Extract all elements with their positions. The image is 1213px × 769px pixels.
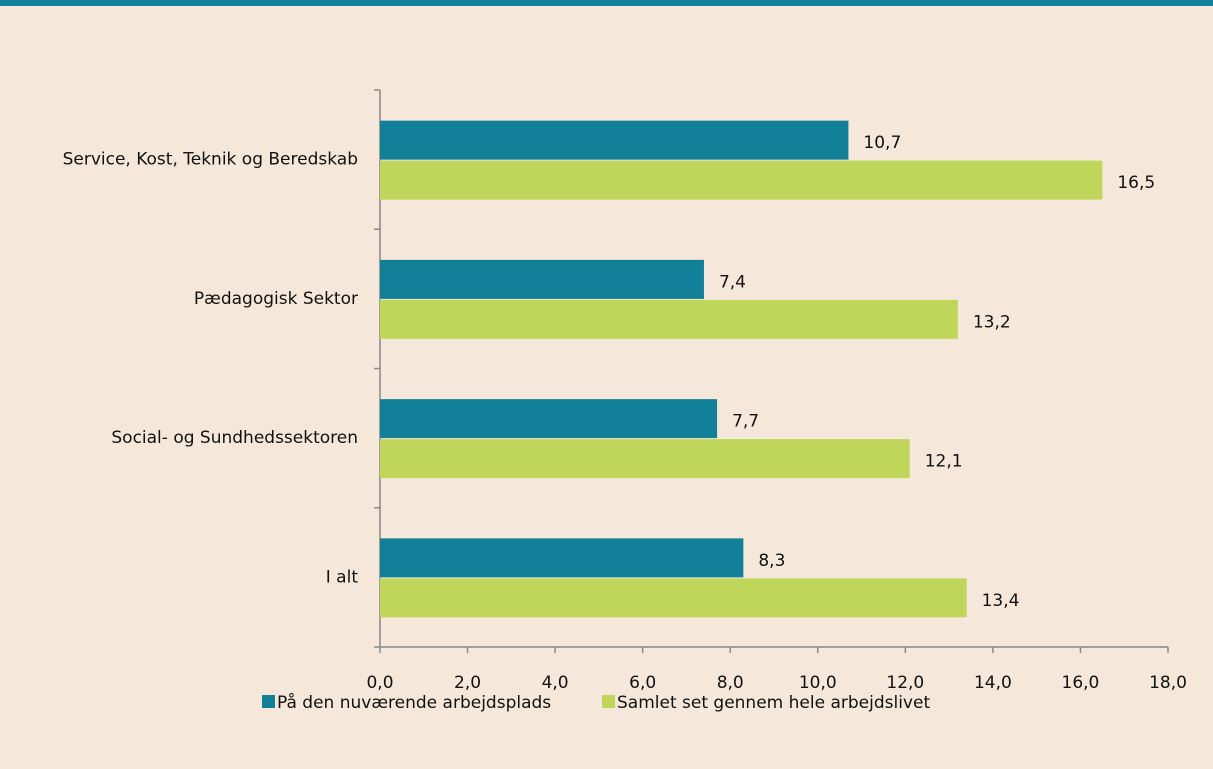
legend-label: Samlet set gennem hele arbejdslivet <box>617 693 930 713</box>
bar <box>380 578 967 618</box>
data-label: 13,2 <box>973 312 1011 332</box>
bar <box>380 399 718 439</box>
bar <box>380 538 744 578</box>
y-tick-label: I alt <box>326 567 359 587</box>
data-label: 10,7 <box>863 133 901 153</box>
x-tick-label: 12,0 <box>886 673 924 693</box>
x-tick-label: 18,0 <box>1149 673 1187 693</box>
y-tick-label: Pædagogisk Sektor <box>194 289 358 309</box>
bar <box>380 259 704 299</box>
x-tick-label: 16,0 <box>1062 673 1100 693</box>
bar <box>380 120 849 160</box>
x-tick-label: 0,0 <box>366 673 393 693</box>
data-label: 13,4 <box>982 591 1020 611</box>
legend-label: På den nuværende arbejdsplads <box>277 692 551 713</box>
data-label: 7,4 <box>719 272 746 292</box>
y-tick-label: Social- og Sundhedssektoren <box>111 428 358 448</box>
bar <box>380 439 910 479</box>
data-label: 8,3 <box>758 551 785 571</box>
x-tick-label: 10,0 <box>799 673 837 693</box>
legend-swatch <box>262 695 275 708</box>
y-tick-label: Service, Kost, Teknik og Beredskab <box>63 150 358 170</box>
data-label: 12,1 <box>925 452 963 472</box>
x-tick-label: 6,0 <box>629 673 656 693</box>
data-label: 7,7 <box>732 412 759 432</box>
x-tick-label: 8,0 <box>717 673 744 693</box>
top-band <box>0 0 1213 6</box>
x-tick-label: 4,0 <box>542 673 569 693</box>
bar <box>380 160 1103 200</box>
data-label: 16,5 <box>1117 173 1155 193</box>
x-tick-label: 2,0 <box>454 673 481 693</box>
bar <box>380 299 958 339</box>
x-tick-label: 14,0 <box>974 673 1012 693</box>
legend-swatch <box>602 695 615 708</box>
